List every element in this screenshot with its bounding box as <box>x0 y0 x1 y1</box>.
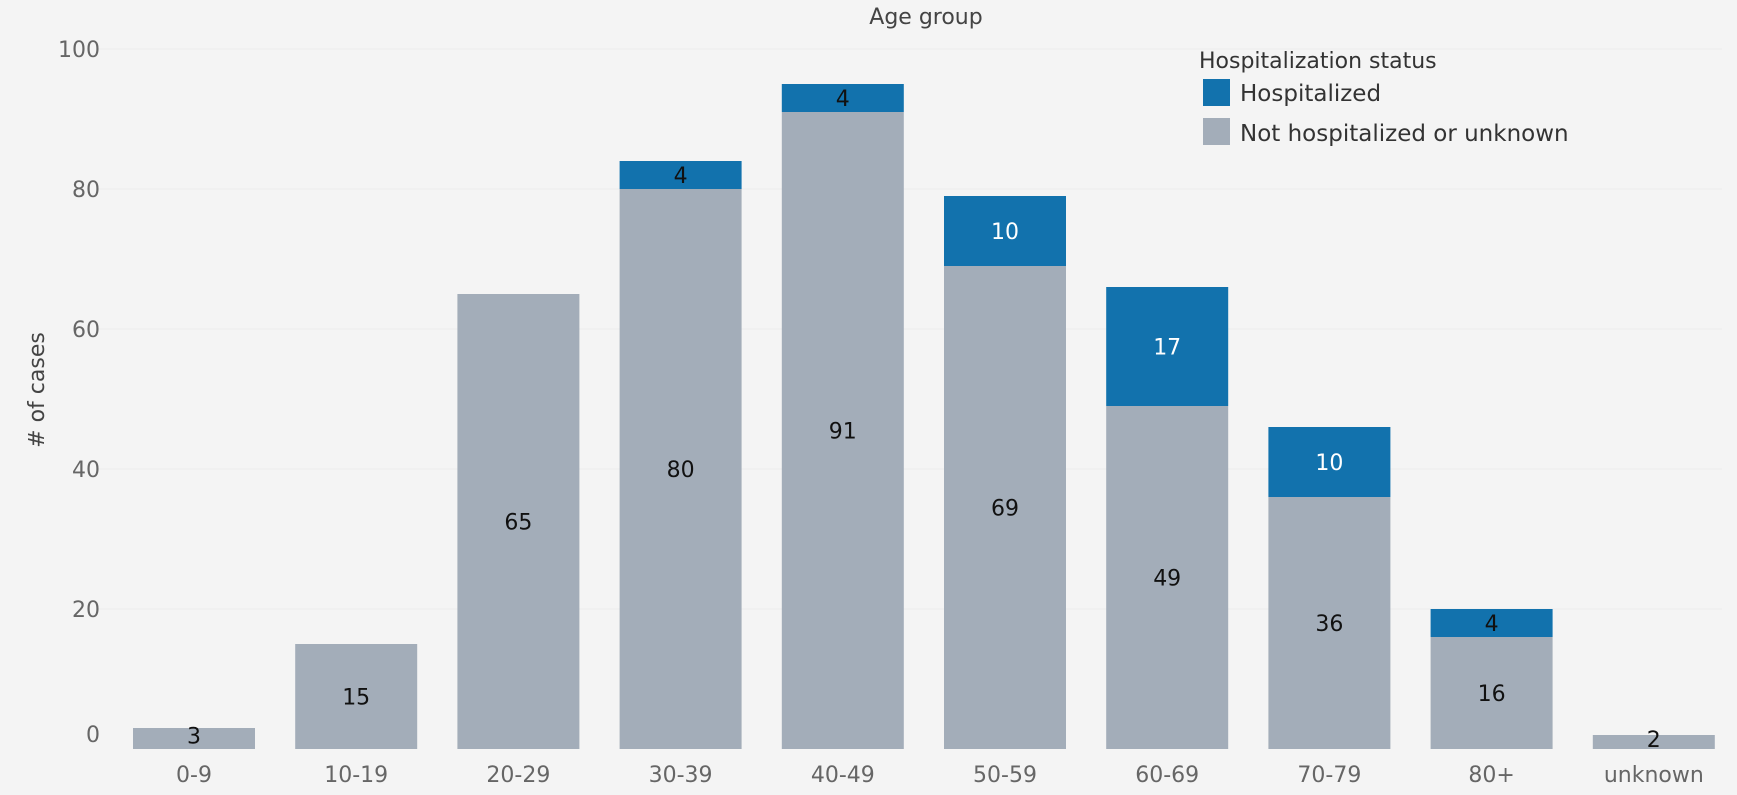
x-tick-label-60-69: 60-69 <box>1135 763 1199 788</box>
y-tick-label-0: 0 <box>86 723 100 748</box>
data-label-not-hospitalized-70-79: 36 <box>1315 612 1343 637</box>
y-tick-label-60: 60 <box>72 318 100 343</box>
y-tick-label-80: 80 <box>72 178 100 203</box>
bar-hospitalized-50-59 <box>944 196 1066 266</box>
bar-not-hospitalized-60-69 <box>1106 406 1229 749</box>
data-label-not-hospitalized-50-59: 69 <box>991 497 1019 522</box>
bar-not-hospitalized-30-39 <box>619 189 742 749</box>
data-label-hospitalized-80-plus: 4 <box>1485 612 1499 637</box>
data-label-hospitalized-60-69: 17 <box>1153 336 1181 361</box>
y-axis-ticks: 0 20 40 60 80 100 <box>58 38 100 748</box>
chart-title: Age group <box>869 5 982 30</box>
bar-not-hospitalized-20-29 <box>457 294 580 749</box>
legend-label-not-hospitalized: Not hospitalized or unknown <box>1240 121 1569 147</box>
y-tick-label-20: 20 <box>72 598 100 623</box>
bar-hospitalized-40-49 <box>781 84 904 112</box>
bar-not-hospitalized-10-19 <box>295 644 418 749</box>
bar-hospitalized-70-79 <box>1268 427 1391 497</box>
legend-title: Hospitalization status <box>1199 49 1437 74</box>
bar-not-hospitalized-unknown <box>1592 735 1715 749</box>
data-label-not-hospitalized-60-69: 49 <box>1153 567 1181 592</box>
legend-swatch-not-hospitalized <box>1203 118 1230 145</box>
x-tick-label-0-9: 0-9 <box>176 763 212 788</box>
data-label-not-hospitalized-0-9: 3 <box>187 725 201 750</box>
data-label-hospitalized-50-59: 10 <box>991 220 1019 245</box>
x-tick-label-20-29: 20-29 <box>486 763 550 788</box>
bar-not-hospitalized-40-49 <box>781 112 904 749</box>
bar-hospitalized-60-69 <box>1106 287 1229 406</box>
legend-swatch-hospitalized <box>1203 79 1230 106</box>
x-tick-label-unknown: unknown <box>1604 763 1704 788</box>
y-tick-label-40: 40 <box>72 458 100 483</box>
bars: 3 15 65 80 4 91 4 69 10 49 17 36 10 16 4 2 <box>133 84 1715 753</box>
data-label-hospitalized-40-49: 4 <box>836 87 850 112</box>
data-label-not-hospitalized-20-29: 65 <box>504 511 532 536</box>
data-label-not-hospitalized-40-49: 91 <box>829 420 857 445</box>
data-label-not-hospitalized-10-19: 15 <box>342 686 370 711</box>
legend: Hospitalization status Hospitalized Not … <box>1199 49 1569 147</box>
x-tick-label-80-plus: 80+ <box>1468 763 1514 788</box>
bar-not-hospitalized-0-9 <box>133 728 255 749</box>
x-tick-label-30-39: 30-39 <box>649 763 713 788</box>
data-label-not-hospitalized-30-39: 80 <box>667 458 695 483</box>
bar-not-hospitalized-50-59 <box>944 266 1066 749</box>
bar-not-hospitalized-70-79 <box>1268 497 1391 749</box>
data-label-not-hospitalized-unknown: 2 <box>1647 728 1661 753</box>
x-tick-label-50-59: 50-59 <box>973 763 1037 788</box>
bar-hospitalized-80-plus <box>1430 609 1553 637</box>
x-axis-ticks: 0-9 10-19 20-29 30-39 40-49 50-59 60-69 70-79 80… <box>176 763 1704 788</box>
legend-label-hospitalized: Hospitalized <box>1240 81 1381 107</box>
bar-not-hospitalized-80-plus <box>1430 637 1553 749</box>
y-tick-label-100: 100 <box>58 38 100 63</box>
x-tick-label-10-19: 10-19 <box>324 763 388 788</box>
y-axis-title: # of cases <box>25 332 50 448</box>
data-label-hospitalized-70-79: 10 <box>1315 451 1343 476</box>
bar-hospitalized-30-39 <box>619 161 742 189</box>
x-tick-label-40-49: 40-49 <box>811 763 875 788</box>
data-label-not-hospitalized-80-plus: 16 <box>1478 682 1506 707</box>
x-tick-label-70-79: 70-79 <box>1297 763 1361 788</box>
data-label-hospitalized-30-39: 4 <box>674 164 688 189</box>
